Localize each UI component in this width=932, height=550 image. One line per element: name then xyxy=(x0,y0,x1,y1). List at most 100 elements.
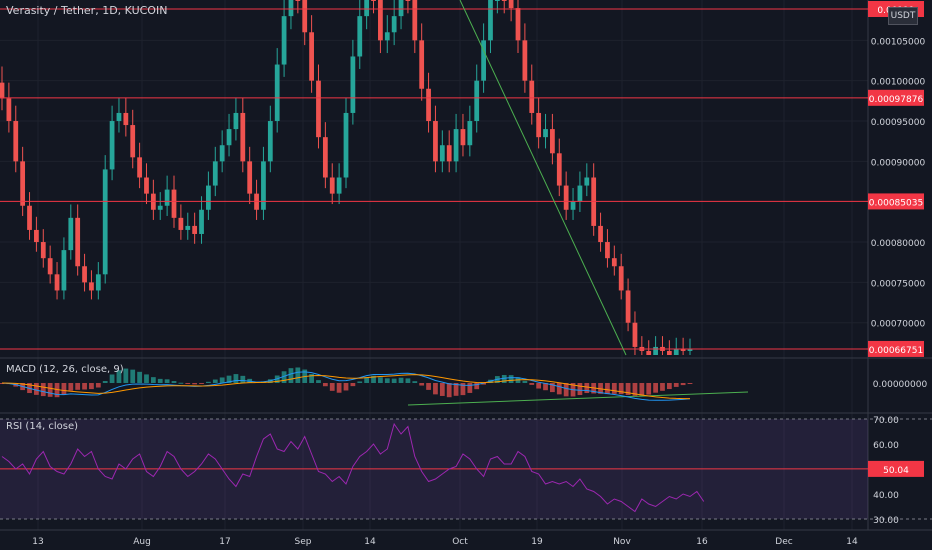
macd-histogram-bar xyxy=(611,383,617,394)
candle-body xyxy=(178,217,184,230)
macd-histogram-bar xyxy=(433,383,438,395)
macd-histogram-bar xyxy=(61,383,67,395)
macd-histogram-bar xyxy=(40,383,46,397)
macd-histogram-bar xyxy=(522,380,528,383)
candle-body xyxy=(199,209,204,234)
candle-body xyxy=(371,0,376,1)
rsi-title: RSI (14, close) xyxy=(6,421,79,432)
candle-body xyxy=(350,56,356,113)
candle-body xyxy=(556,153,562,186)
candle-body xyxy=(75,217,81,267)
candle-body xyxy=(584,177,590,186)
candle-body xyxy=(219,145,225,162)
candle-body xyxy=(433,121,438,162)
macd-histogram-bar xyxy=(653,383,658,393)
rsi-axis-tick: 50.04 xyxy=(883,466,909,476)
candle-body xyxy=(543,129,548,138)
candle-body xyxy=(632,322,638,347)
candle-body xyxy=(212,161,218,186)
macd-histogram-bar xyxy=(144,374,149,383)
time-axis-tick: Aug xyxy=(133,537,151,547)
candle-body xyxy=(618,266,624,291)
candles xyxy=(0,0,693,355)
macd-line xyxy=(1,371,691,401)
candle-body xyxy=(240,112,246,162)
macd-histogram-bar xyxy=(577,383,583,396)
time-axis-tick: 14 xyxy=(846,537,858,547)
macd-histogram-bar xyxy=(529,383,535,385)
price-axis-tick: 0.00095000 xyxy=(871,118,926,128)
candle-body xyxy=(302,0,308,33)
macd-histogram-bar xyxy=(543,383,548,391)
macd-histogram-bar xyxy=(687,383,693,384)
candle-body xyxy=(116,112,122,122)
macd-histogram-bar xyxy=(639,383,645,396)
candle-body xyxy=(13,121,19,162)
candle-body xyxy=(563,185,569,210)
macd-histogram-bar xyxy=(660,383,665,391)
candle-body xyxy=(474,80,480,122)
candle-body xyxy=(34,229,39,243)
candle-body xyxy=(536,112,542,138)
candle-body xyxy=(267,121,273,162)
candle-body xyxy=(529,80,535,113)
candle-body xyxy=(550,129,555,154)
candle-body xyxy=(522,40,528,81)
candle-body xyxy=(666,350,672,355)
candle-body xyxy=(322,137,328,178)
candle-body xyxy=(687,349,693,351)
candle-body xyxy=(426,88,431,122)
candle-body xyxy=(343,112,349,178)
candle-body xyxy=(309,32,314,81)
rsi-axis-tick: 70.00 xyxy=(873,416,899,426)
candle-body xyxy=(598,225,603,243)
macd-histogram-bar xyxy=(219,377,225,383)
candle-body xyxy=(494,0,500,1)
candle-body xyxy=(295,0,301,1)
macd-histogram-bar xyxy=(398,377,404,383)
macd-histogram-bar xyxy=(467,383,473,393)
rsi-label-box xyxy=(868,460,924,477)
candle-body xyxy=(412,0,418,41)
candle-body xyxy=(646,350,652,355)
macd-histogram-bar xyxy=(453,383,459,396)
candle-body xyxy=(130,125,136,158)
price-label: 0.00085035 xyxy=(869,198,923,208)
candle-body xyxy=(281,16,287,65)
candle-body xyxy=(20,161,26,206)
candle-body xyxy=(488,0,493,41)
macd-histogram-bar xyxy=(322,383,328,387)
macd-histogram-bar xyxy=(178,382,184,384)
candle-body xyxy=(625,290,631,323)
candle-body xyxy=(261,161,266,210)
time-axis-tick: Oct xyxy=(452,537,468,547)
candle-body xyxy=(226,129,232,146)
macd-histogram-bar xyxy=(357,381,363,383)
candle-body xyxy=(102,169,108,275)
macd-histogram-bar xyxy=(130,369,136,383)
macd-histogram-bar xyxy=(185,383,191,384)
macd-histogram-bar xyxy=(54,383,60,398)
candle-body xyxy=(653,346,658,355)
macd-histogram-bar xyxy=(474,383,480,390)
candle-body xyxy=(316,80,321,138)
macd-histogram-bar xyxy=(329,383,335,391)
price-axis-tick: 0.00090000 xyxy=(871,158,926,168)
macd-histogram-bar xyxy=(673,383,679,387)
price-label: 0.00066751 xyxy=(869,346,923,356)
currency-button[interactable]: USDT xyxy=(888,7,918,25)
macd-histogram-bar xyxy=(206,381,211,383)
price-axis-tick: 0.00100000 xyxy=(871,78,926,88)
candle-body xyxy=(82,266,87,283)
price-axis-tick: 0.00075000 xyxy=(871,279,926,289)
macd-histogram-bar xyxy=(364,377,370,383)
candle-body xyxy=(398,0,404,17)
macd-pane xyxy=(0,367,693,401)
macd-histogram-bar xyxy=(384,378,390,383)
candle-body xyxy=(384,32,390,41)
axes: 0.00000000 70.00 60.00 50.04 40.00 30.00 0.001… xyxy=(32,37,927,547)
macd-histogram-bar xyxy=(646,383,652,395)
candle-body xyxy=(89,282,94,291)
